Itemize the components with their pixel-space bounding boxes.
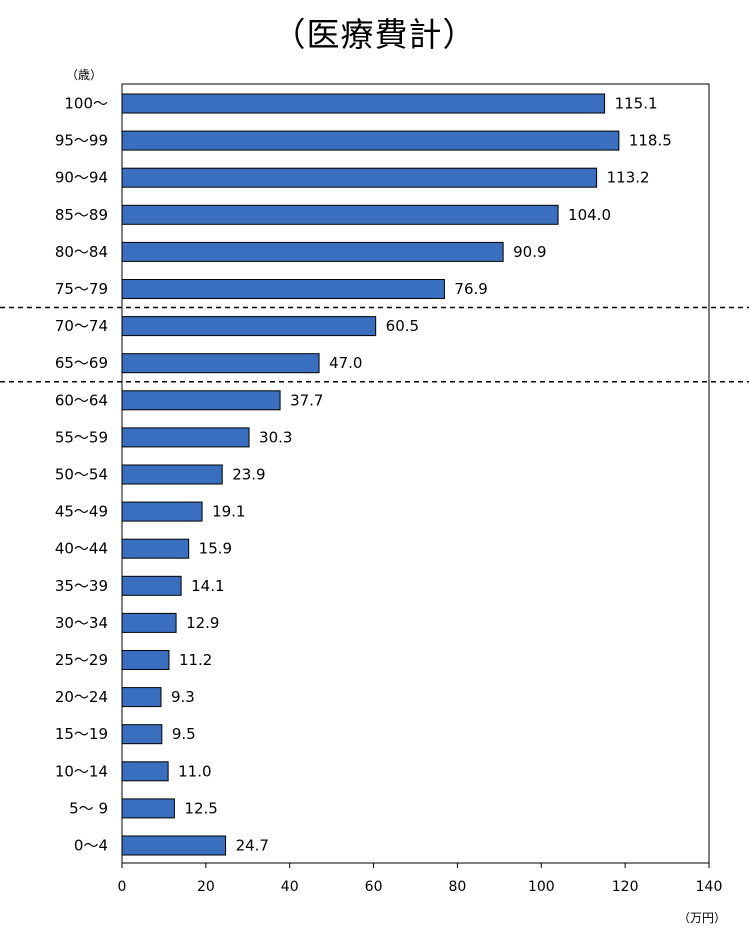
category-label: 15～19 bbox=[55, 725, 108, 743]
x-tick-label: 60 bbox=[365, 879, 383, 895]
category-label: 10～14 bbox=[55, 762, 108, 780]
value-label: 104.0 bbox=[568, 206, 611, 224]
value-label: 11.0 bbox=[178, 762, 211, 780]
category-label: 50～54 bbox=[55, 466, 108, 484]
category-label: 60～64 bbox=[55, 391, 108, 409]
value-label: 14.1 bbox=[191, 577, 224, 595]
bar bbox=[121, 538, 190, 559]
value-label: 37.7 bbox=[290, 391, 323, 409]
bar bbox=[121, 167, 598, 188]
bars-layer bbox=[121, 93, 620, 856]
category-label: 95～99 bbox=[55, 132, 108, 150]
bar bbox=[121, 130, 620, 151]
value-label: 60.5 bbox=[386, 317, 419, 335]
bar bbox=[121, 501, 203, 522]
bar bbox=[121, 390, 281, 411]
value-label: 76.9 bbox=[454, 280, 487, 298]
category-label: 75～79 bbox=[55, 280, 108, 298]
bar bbox=[121, 575, 182, 596]
bar bbox=[121, 279, 445, 299]
bar bbox=[121, 241, 504, 262]
bar bbox=[121, 724, 163, 745]
x-tick-label: 80 bbox=[449, 879, 467, 895]
bar bbox=[121, 464, 223, 485]
x-tick-label: 0 bbox=[118, 879, 127, 895]
value-label: 47.0 bbox=[329, 354, 362, 372]
bar bbox=[121, 316, 377, 337]
category-label: 20～24 bbox=[55, 688, 108, 706]
bar bbox=[121, 835, 227, 856]
value-label: 30.3 bbox=[259, 428, 292, 446]
y-axis-unit: （歳） bbox=[66, 68, 102, 82]
value-label: 11.2 bbox=[179, 651, 212, 669]
value-label: 12.9 bbox=[186, 614, 219, 632]
bar bbox=[121, 650, 170, 670]
category-label: 90～94 bbox=[55, 169, 108, 187]
x-tick-label: 20 bbox=[197, 879, 215, 895]
value-label: 15.9 bbox=[199, 540, 232, 558]
x-axis-unit: （万円） bbox=[678, 911, 726, 925]
axis-layer: 0 20 40 60 80 100 120 140 bbox=[0, 83, 749, 895]
value-label: 113.2 bbox=[607, 169, 650, 187]
x-tick-label: 120 bbox=[612, 879, 639, 895]
category-label: 0～4 bbox=[74, 837, 108, 855]
category-label: 70～74 bbox=[55, 317, 108, 335]
category-label: 25～29 bbox=[55, 651, 108, 669]
chart-title: （医療費計） bbox=[272, 15, 477, 54]
x-tick-label: 140 bbox=[696, 879, 723, 895]
x-tick-label: 40 bbox=[281, 879, 299, 895]
category-label: 40～44 bbox=[55, 540, 108, 558]
bar bbox=[121, 798, 175, 819]
category-label: 65～69 bbox=[55, 354, 108, 372]
category-label: 45～49 bbox=[55, 503, 108, 521]
value-label: 12.5 bbox=[184, 799, 217, 817]
bar bbox=[121, 93, 606, 114]
bar bbox=[121, 612, 177, 633]
value-label: 90.9 bbox=[513, 243, 546, 261]
value-label: 118.5 bbox=[629, 132, 672, 150]
bar bbox=[121, 353, 320, 374]
category-label: 85～89 bbox=[55, 206, 108, 224]
plot-frame bbox=[121, 83, 710, 864]
bar bbox=[121, 687, 162, 708]
labels-layer: 100～ 115.1 95～99 118.5 90～94 113.2 85～89 104.0 8… bbox=[55, 68, 726, 925]
category-label: 55～59 bbox=[55, 428, 108, 446]
bar bbox=[121, 761, 169, 782]
x-tick-label: 100 bbox=[528, 879, 555, 895]
category-label: 30～34 bbox=[55, 614, 108, 632]
bar bbox=[121, 204, 559, 225]
category-label: 35～39 bbox=[55, 577, 108, 595]
category-label: 80～84 bbox=[55, 243, 108, 261]
value-label: 24.7 bbox=[236, 837, 269, 855]
value-label: 23.9 bbox=[232, 466, 265, 484]
category-label: 5～ 9 bbox=[69, 799, 108, 817]
value-label: 115.1 bbox=[615, 95, 658, 113]
value-label: 19.1 bbox=[212, 503, 245, 521]
value-label: 9.3 bbox=[171, 688, 195, 706]
category-label: 100～ bbox=[64, 95, 108, 113]
value-label: 9.5 bbox=[172, 725, 196, 743]
bar bbox=[121, 427, 250, 448]
